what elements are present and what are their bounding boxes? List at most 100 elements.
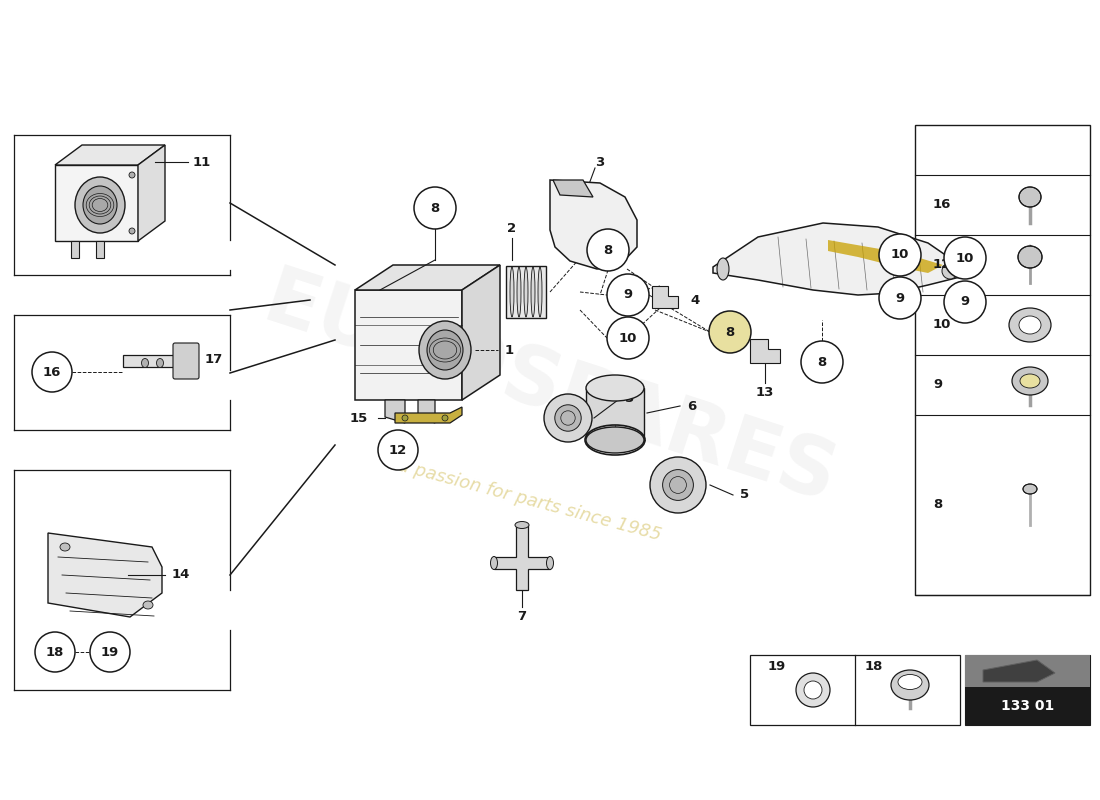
- Polygon shape: [983, 660, 1055, 682]
- Polygon shape: [418, 400, 434, 423]
- Ellipse shape: [142, 358, 148, 367]
- Ellipse shape: [129, 228, 135, 234]
- Polygon shape: [355, 265, 500, 290]
- Text: 17: 17: [205, 353, 223, 366]
- Circle shape: [879, 234, 921, 276]
- Ellipse shape: [1020, 374, 1040, 388]
- Text: 19: 19: [101, 646, 119, 658]
- Circle shape: [90, 632, 130, 672]
- Text: 10: 10: [891, 249, 910, 262]
- Text: 8: 8: [725, 326, 735, 338]
- Circle shape: [944, 237, 986, 279]
- Circle shape: [942, 263, 958, 279]
- Ellipse shape: [1018, 246, 1042, 268]
- Circle shape: [554, 405, 581, 431]
- Circle shape: [35, 632, 75, 672]
- FancyBboxPatch shape: [750, 655, 960, 725]
- Ellipse shape: [1019, 316, 1041, 334]
- Text: 10: 10: [933, 318, 952, 331]
- Text: 5: 5: [625, 391, 634, 405]
- Ellipse shape: [510, 267, 514, 317]
- Text: 14: 14: [172, 569, 190, 582]
- Ellipse shape: [515, 522, 529, 529]
- Text: 10: 10: [619, 331, 637, 345]
- Ellipse shape: [129, 172, 135, 178]
- Polygon shape: [713, 223, 960, 295]
- Ellipse shape: [891, 670, 930, 700]
- FancyBboxPatch shape: [915, 125, 1090, 595]
- Text: 9: 9: [895, 291, 904, 305]
- Circle shape: [32, 352, 72, 392]
- Text: 12: 12: [933, 258, 952, 271]
- Polygon shape: [506, 266, 546, 318]
- Polygon shape: [55, 145, 165, 165]
- Circle shape: [414, 187, 456, 229]
- Text: 9: 9: [933, 378, 942, 391]
- FancyBboxPatch shape: [173, 343, 199, 379]
- Text: 12: 12: [389, 443, 407, 457]
- Polygon shape: [395, 407, 462, 423]
- Polygon shape: [138, 145, 165, 241]
- Text: 4: 4: [690, 294, 700, 306]
- Ellipse shape: [531, 267, 535, 317]
- Ellipse shape: [419, 321, 471, 379]
- Text: 18: 18: [865, 661, 883, 674]
- Polygon shape: [750, 339, 780, 363]
- Ellipse shape: [804, 681, 822, 699]
- Ellipse shape: [898, 674, 922, 690]
- Circle shape: [378, 430, 418, 470]
- Text: 9: 9: [624, 289, 632, 302]
- Text: 19: 19: [768, 661, 786, 674]
- FancyBboxPatch shape: [965, 655, 1090, 725]
- Ellipse shape: [1019, 187, 1041, 207]
- Ellipse shape: [1012, 367, 1048, 395]
- Text: 15: 15: [350, 411, 368, 425]
- Circle shape: [662, 470, 693, 501]
- Polygon shape: [55, 165, 138, 241]
- Circle shape: [944, 281, 986, 323]
- Ellipse shape: [156, 358, 164, 367]
- Text: 8: 8: [604, 243, 613, 257]
- Ellipse shape: [143, 601, 153, 609]
- Polygon shape: [385, 400, 405, 423]
- Ellipse shape: [524, 267, 528, 317]
- Text: 6: 6: [688, 399, 696, 413]
- Circle shape: [587, 229, 629, 271]
- Text: 7: 7: [517, 610, 527, 623]
- Ellipse shape: [442, 415, 448, 421]
- Ellipse shape: [547, 557, 553, 570]
- Polygon shape: [355, 290, 462, 400]
- Polygon shape: [96, 241, 104, 258]
- Polygon shape: [553, 180, 593, 197]
- Polygon shape: [72, 241, 79, 258]
- Text: 13: 13: [756, 386, 774, 399]
- FancyBboxPatch shape: [965, 655, 1090, 687]
- Polygon shape: [494, 525, 550, 590]
- Polygon shape: [123, 345, 195, 377]
- Ellipse shape: [717, 258, 729, 280]
- Ellipse shape: [427, 330, 463, 370]
- Text: 11: 11: [192, 155, 211, 169]
- Text: 8: 8: [430, 202, 440, 214]
- Polygon shape: [652, 286, 678, 308]
- Text: 1: 1: [505, 343, 514, 357]
- Text: 2: 2: [507, 222, 517, 234]
- Ellipse shape: [402, 415, 408, 421]
- Text: 10: 10: [956, 251, 975, 265]
- Text: 133 01: 133 01: [1001, 699, 1054, 713]
- Text: EUROSPARES: EUROSPARES: [254, 261, 846, 519]
- Text: 16: 16: [933, 198, 952, 211]
- Text: 18: 18: [46, 646, 64, 658]
- Circle shape: [879, 277, 921, 319]
- Ellipse shape: [586, 427, 644, 453]
- Polygon shape: [550, 180, 637, 269]
- Text: 9: 9: [960, 295, 969, 309]
- Ellipse shape: [517, 267, 521, 317]
- Ellipse shape: [1023, 484, 1037, 494]
- Text: 16: 16: [43, 366, 62, 378]
- Circle shape: [801, 341, 843, 383]
- Ellipse shape: [538, 267, 542, 317]
- Circle shape: [650, 457, 706, 513]
- Polygon shape: [610, 247, 620, 265]
- Text: 5: 5: [740, 489, 749, 502]
